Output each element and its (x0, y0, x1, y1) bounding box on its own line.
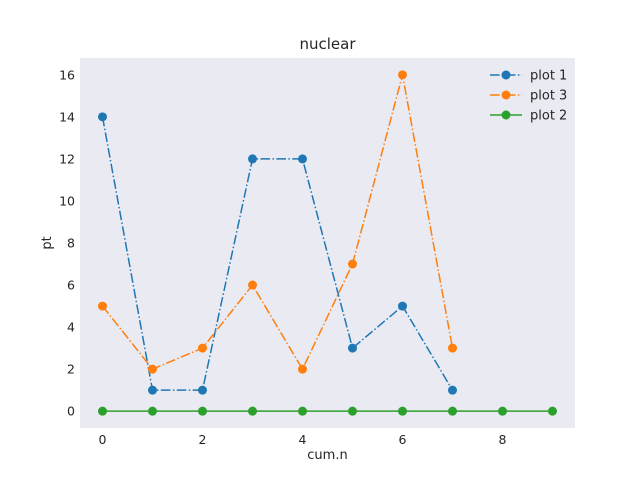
data-point (148, 364, 157, 374)
x-tick-label: 6 (399, 432, 407, 447)
legend-item: plot 2 (490, 109, 567, 124)
y-tick-label: 6 (67, 278, 75, 293)
y-tick-label: 4 (67, 320, 75, 335)
data-point (348, 406, 357, 416)
y-axis-ticks: 0 2 4 6 8 10 12 14 16 (59, 67, 75, 418)
y-tick-label: 14 (59, 109, 75, 124)
legend: plot 1 plot 3 plot 2 (490, 69, 567, 124)
x-axis-label: cum.n (307, 448, 347, 463)
data-point (448, 385, 457, 395)
series-1 (98, 112, 457, 395)
y-tick-label: 10 (59, 193, 75, 208)
x-axis-ticks: 0 2 4 6 8 (99, 432, 507, 447)
data-point (248, 154, 257, 164)
y-tick-label: 12 (59, 151, 75, 166)
data-point (148, 406, 157, 416)
chart-title: nuclear (299, 35, 356, 53)
data-point (148, 385, 157, 395)
series-line (101, 116, 454, 391)
series-line (101, 74, 454, 370)
series-layer (98, 70, 557, 416)
legend-marker (501, 90, 511, 100)
data-point (498, 406, 507, 416)
data-point (248, 280, 257, 290)
y-tick-label: 2 (67, 362, 75, 377)
data-point (248, 406, 257, 416)
y-tick-label: 16 (59, 67, 75, 82)
data-point (98, 112, 107, 122)
data-point (348, 259, 357, 269)
data-point (298, 154, 307, 164)
data-point (398, 70, 407, 80)
data-point (548, 406, 557, 416)
legend-marker (501, 110, 511, 120)
legend-marker (501, 70, 511, 80)
data-point (198, 385, 207, 395)
y-tick-label: 0 (67, 404, 75, 419)
data-point (348, 343, 357, 353)
plot-area (80, 58, 575, 428)
y-axis-label: pt (40, 236, 55, 249)
data-point (448, 406, 457, 416)
legend-item: plot 1 (490, 69, 567, 84)
data-point (448, 343, 457, 353)
data-point (98, 301, 107, 311)
series-2 (98, 70, 457, 374)
legend-label: plot 1 (530, 69, 567, 84)
data-point (198, 406, 207, 416)
legend-label: plot 2 (530, 109, 567, 124)
data-point (298, 364, 307, 374)
x-tick-label: 8 (499, 432, 507, 447)
data-point (198, 343, 207, 353)
x-tick-label: 0 (99, 432, 107, 447)
data-point (98, 406, 107, 416)
x-tick-label: 4 (299, 432, 307, 447)
legend-item: plot 3 (490, 89, 567, 104)
data-point (298, 406, 307, 416)
y-tick-label: 8 (67, 236, 75, 251)
legend-label: plot 3 (530, 89, 567, 104)
series-3 (98, 406, 557, 416)
data-point (398, 301, 407, 311)
x-tick-label: 2 (199, 432, 207, 447)
data-point (398, 406, 407, 416)
